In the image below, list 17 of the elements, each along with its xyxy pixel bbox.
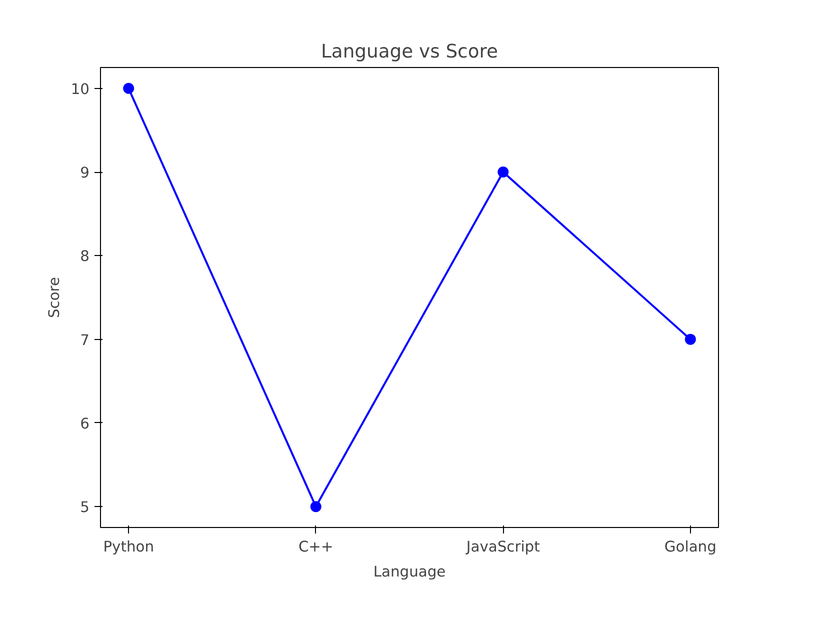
x-axis-title: Language [373,564,446,580]
point [498,166,509,178]
point [684,334,696,345]
y-tick-label: 6 [80,415,90,432]
y-tick-label: 5 [80,499,90,516]
y-tick-label: 8 [80,248,90,266]
y-tick-label: 10 [70,80,90,98]
point [123,82,134,94]
y-tick-label: 9 [80,164,90,182]
y-axis-title: Score [46,276,63,318]
y-tick-label: 7 [80,332,90,349]
x-tick-label: Python [103,538,154,556]
x-tick-label: JavaScript [465,538,540,556]
chart-title: Language vs Score [321,42,498,62]
point [310,501,322,512]
x-tick-label: Golang [664,538,716,556]
x-tick-label: C++ [298,538,334,556]
